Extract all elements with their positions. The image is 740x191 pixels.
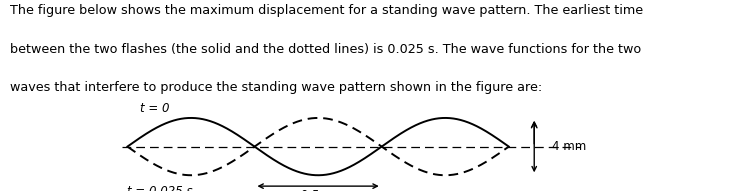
Text: 4 mm: 4 mm: [552, 140, 586, 153]
Text: waves that interfere to produce the standing wave pattern shown in the figure ar: waves that interfere to produce the stan…: [10, 81, 542, 94]
Text: t = 0: t = 0: [140, 102, 169, 115]
Text: between the two flashes (the solid and the dotted lines) is 0.025 s. The wave fu: between the two flashes (the solid and t…: [10, 43, 641, 56]
Text: t = 0.025 s: t = 0.025 s: [127, 185, 193, 191]
Text: The figure below shows the maximum displacement for a standing wave pattern. The: The figure below shows the maximum displ…: [10, 4, 643, 17]
Text: 0.5 m: 0.5 m: [301, 189, 335, 191]
